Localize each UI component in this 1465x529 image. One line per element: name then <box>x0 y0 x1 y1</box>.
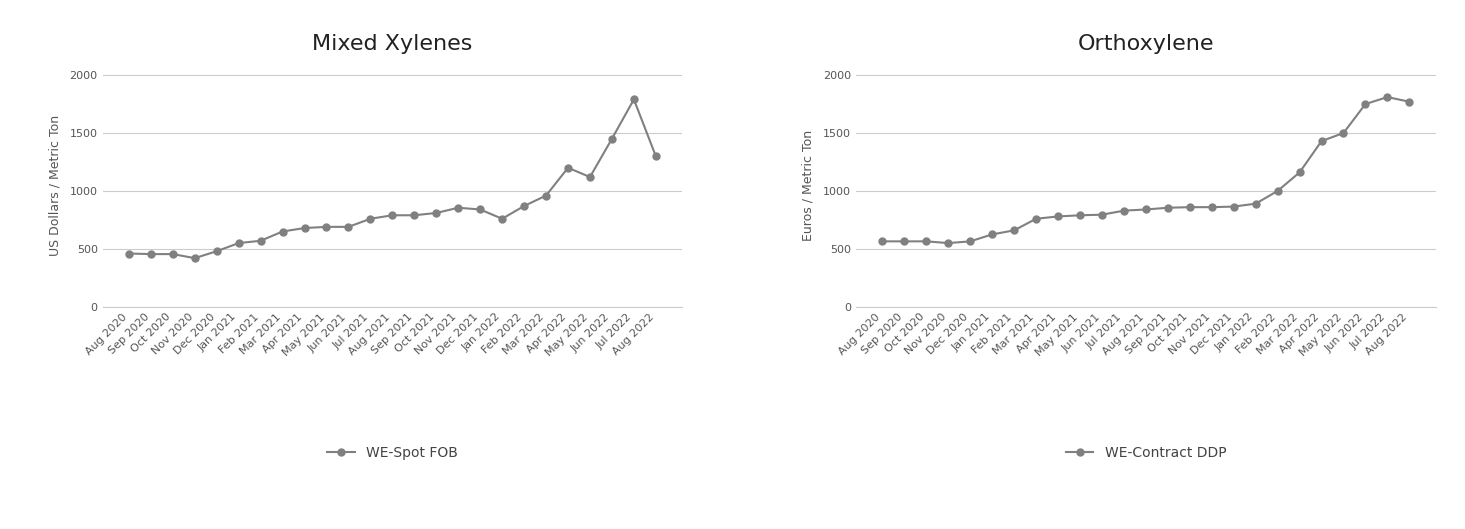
Y-axis label: US Dollars / Metric Ton: US Dollars / Metric Ton <box>48 115 62 256</box>
Title: Orthoxylene: Orthoxylene <box>1078 33 1214 53</box>
Title: Mixed Xylenes: Mixed Xylenes <box>312 33 473 53</box>
Legend: WE-Spot FOB: WE-Spot FOB <box>321 440 463 466</box>
Legend: WE-Contract DDP: WE-Contract DDP <box>1061 440 1232 466</box>
Y-axis label: Euros / Metric Ton: Euros / Metric Ton <box>801 130 815 241</box>
